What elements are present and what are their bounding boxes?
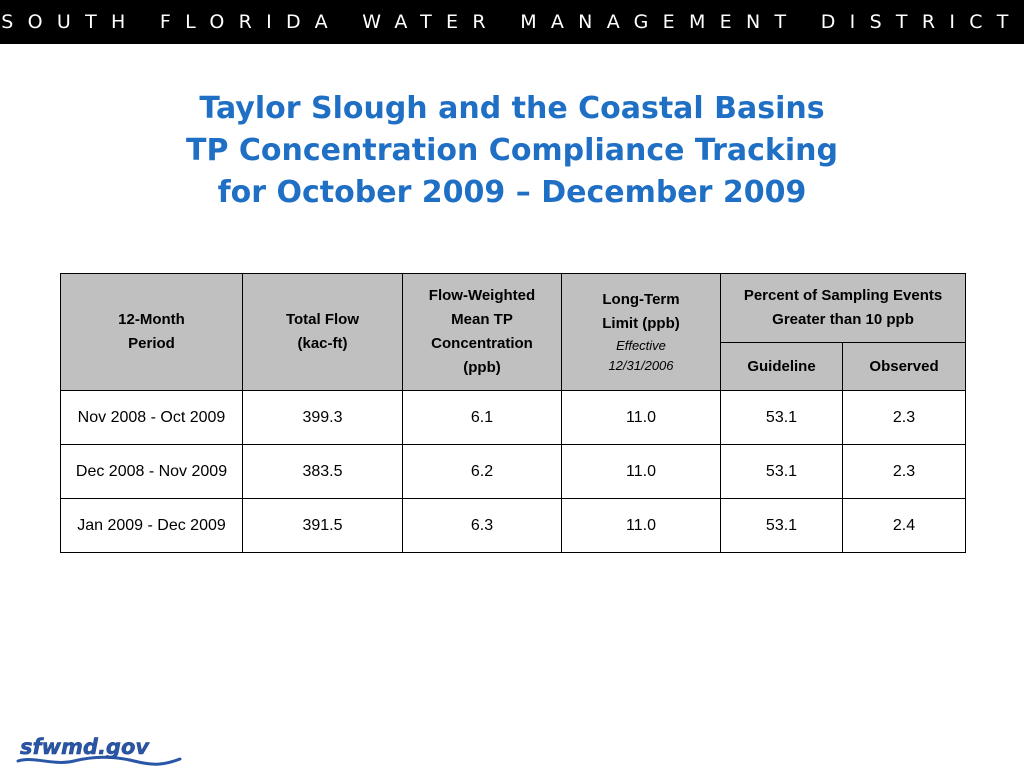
- effective-label: Effective: [616, 338, 666, 353]
- cell-observed: 2.3: [841, 444, 967, 499]
- cell-ltl: 11.0: [561, 390, 721, 445]
- cell-total-flow: 391.5: [242, 498, 403, 553]
- cell-fwm: 6.1: [402, 390, 562, 445]
- title-line-2: TP Concentration Compliance Tracking: [186, 133, 838, 168]
- logo-text: sfwmd.gov: [20, 735, 150, 759]
- cell-total-flow: 399.3: [242, 390, 403, 445]
- banner-text: SOUTH FLORIDA WATER MANAGEMENT DISTRICT: [1, 11, 1023, 33]
- title-line-3: for October 2009 – December 2009: [217, 175, 807, 210]
- cell-period: Dec 2008 - Nov 2009: [60, 444, 243, 499]
- header-long-term-limit: Long-Term Limit (ppb) Effective 12/31/20…: [561, 273, 721, 391]
- slide-title: Taylor Slough and the Coastal Basins TP …: [0, 88, 1024, 214]
- title-line-1: Taylor Slough and the Coastal Basins: [199, 91, 825, 126]
- effective-date: 12/31/2006: [608, 358, 674, 373]
- district-banner: SOUTH FLORIDA WATER MANAGEMENT DISTRICT: [0, 0, 1024, 44]
- header-period: 12-Month Period: [60, 273, 243, 391]
- header-observed: Observed: [841, 342, 967, 391]
- sfwmd-logo: sfwmd.gov: [16, 735, 182, 766]
- header-flow-weighted-mean: Flow-Weighted Mean TP Concentration (ppb…: [402, 273, 562, 391]
- cell-ltl: 11.0: [561, 498, 721, 553]
- cell-period: Jan 2009 - Dec 2009: [60, 498, 243, 553]
- cell-fwm: 6.3: [402, 498, 562, 553]
- header-total-flow: Total Flow (kac-ft): [242, 273, 403, 391]
- header-percent-sampling: Percent of Sampling Events Greater than …: [719, 273, 967, 343]
- header-guideline: Guideline: [720, 342, 843, 391]
- cell-observed: 2.3: [841, 390, 967, 445]
- cell-guideline: 53.1: [720, 498, 843, 553]
- cell-ltl: 11.0: [561, 444, 721, 499]
- cell-guideline: 53.1: [720, 390, 843, 445]
- table-row: Nov 2008 - Oct 2009 399.3 6.1 11.0 53.1 …: [60, 390, 967, 445]
- table-row: Jan 2009 - Dec 2009 391.5 6.3 11.0 53.1 …: [60, 498, 967, 553]
- cell-guideline: 53.1: [720, 444, 843, 499]
- cell-observed: 2.4: [841, 498, 967, 553]
- compliance-table: 12-Month Period Total Flow (kac-ft) Flow…: [60, 273, 967, 553]
- cell-period: Nov 2008 - Oct 2009: [60, 390, 243, 445]
- cell-total-flow: 383.5: [242, 444, 403, 499]
- cell-fwm: 6.2: [402, 444, 562, 499]
- table-row: Dec 2008 - Nov 2009 383.5 6.2 11.0 53.1 …: [60, 444, 967, 499]
